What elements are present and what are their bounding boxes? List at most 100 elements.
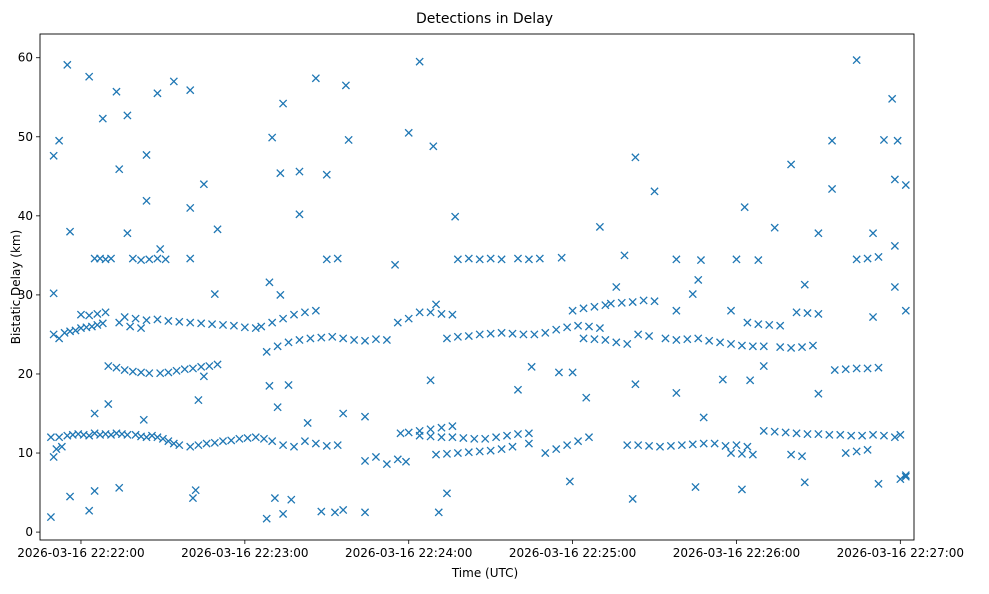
- data-point-marker: [524, 439, 533, 448]
- x-tick-label: 2026-03-16 22:26:00: [673, 546, 800, 560]
- data-point-marker: [650, 187, 659, 196]
- data-point-marker: [787, 450, 796, 459]
- data-point-marker: [732, 441, 741, 450]
- data-point-marker: [442, 489, 452, 498]
- data-point-marker: [437, 423, 446, 432]
- data-point-marker: [595, 222, 604, 231]
- data-point-marker: [273, 342, 282, 351]
- data-point-marker: [426, 376, 435, 385]
- data-point-marker: [339, 505, 348, 515]
- data-point-marker: [268, 437, 277, 446]
- data-point-marker: [828, 136, 837, 145]
- data-point-marker: [186, 254, 195, 263]
- data-point-marker: [527, 362, 536, 371]
- x-tick-label: 2026-03-16 22:24:00: [345, 546, 472, 560]
- data-point-marker: [699, 439, 708, 448]
- data-point-marker: [202, 439, 211, 448]
- data-point-marker: [265, 278, 274, 287]
- data-point-marker: [426, 425, 435, 434]
- data-point-marker: [743, 318, 752, 327]
- data-point-marker: [792, 308, 801, 317]
- data-point-marker: [322, 441, 331, 450]
- data-point-marker: [573, 437, 583, 446]
- data-point-marker: [620, 251, 629, 260]
- data-point-marker: [434, 508, 443, 517]
- data-point-marker: [339, 409, 348, 418]
- data-point-marker: [90, 409, 99, 418]
- data-point-marker: [311, 306, 320, 315]
- data-point-marker: [123, 111, 132, 120]
- data-point-marker: [142, 316, 151, 325]
- data-point-marker: [186, 86, 195, 95]
- x-axis: 2026-03-16 22:22:00 2026-03-16 22:23:00 20…: [17, 540, 964, 560]
- data-point-marker: [115, 483, 124, 492]
- data-point-marker: [573, 321, 583, 330]
- data-point-marker: [874, 479, 883, 488]
- data-point-marker: [563, 441, 572, 450]
- data-point-marker: [584, 433, 594, 442]
- data-point-marker: [710, 439, 719, 448]
- data-point-marker: [787, 160, 796, 169]
- data-point-marker: [153, 254, 162, 263]
- data-point-marker: [852, 255, 861, 264]
- data-point-marker: [437, 309, 446, 318]
- data-point-marker: [800, 280, 809, 289]
- data-point-marker: [175, 317, 184, 326]
- y-tick-label: 0: [25, 525, 33, 539]
- data-point-marker: [276, 290, 285, 299]
- data-point-marker: [590, 335, 599, 344]
- data-point-marker: [746, 376, 755, 385]
- data-point-marker: [284, 338, 293, 347]
- data-point-marker: [344, 135, 353, 145]
- data-point-marker: [448, 433, 457, 442]
- data-point-marker: [104, 362, 113, 371]
- data-point-marker: [276, 169, 285, 178]
- data-point-marker: [156, 244, 165, 254]
- data-point-marker: [415, 308, 424, 317]
- data-point-marker: [743, 442, 752, 451]
- data-point-marker: [492, 433, 501, 442]
- data-point-marker: [858, 431, 867, 440]
- data-point-marker: [442, 334, 452, 343]
- data-point-marker: [136, 256, 146, 265]
- data-point-marker: [890, 282, 899, 292]
- data-point-marker: [677, 441, 686, 450]
- data-point-marker: [718, 375, 727, 384]
- data-point-marker: [541, 328, 550, 337]
- data-point-marker: [694, 275, 703, 284]
- y-axis: 0 10 20 30 40 50 60: [18, 51, 40, 539]
- data-point-marker: [557, 253, 566, 262]
- data-point-marker: [268, 133, 277, 142]
- data-point-marker: [153, 89, 162, 98]
- data-point-marker: [257, 322, 266, 331]
- data-point-marker: [737, 449, 746, 458]
- data-point-marker: [401, 457, 411, 466]
- data-point-marker: [890, 433, 899, 442]
- data-point-marker: [188, 494, 198, 503]
- data-point-marker: [112, 87, 121, 96]
- data-point-marker: [415, 57, 424, 66]
- data-point-marker: [262, 347, 271, 356]
- data-point-marker: [199, 180, 208, 189]
- data-point-marker: [497, 328, 506, 337]
- data-point-marker: [360, 508, 370, 517]
- data-point-marker: [415, 431, 424, 440]
- data-point-marker: [169, 77, 178, 86]
- data-point-marker: [142, 196, 151, 205]
- data-point-marker: [426, 308, 435, 317]
- data-point-marker: [612, 338, 621, 347]
- data-point-marker: [890, 175, 899, 184]
- data-point-marker: [688, 440, 697, 449]
- data-point-marker: [770, 427, 779, 436]
- data-point-marker: [382, 335, 391, 345]
- y-tick-label: 60: [18, 51, 33, 65]
- data-point-marker: [814, 429, 823, 439]
- data-point-marker: [279, 99, 288, 108]
- data-point-marker: [194, 441, 203, 450]
- y-tick-label: 50: [18, 130, 33, 144]
- data-point-marker: [502, 431, 512, 440]
- data-point-marker: [732, 255, 741, 264]
- data-point-marker: [486, 254, 495, 263]
- data-point-marker: [437, 433, 446, 442]
